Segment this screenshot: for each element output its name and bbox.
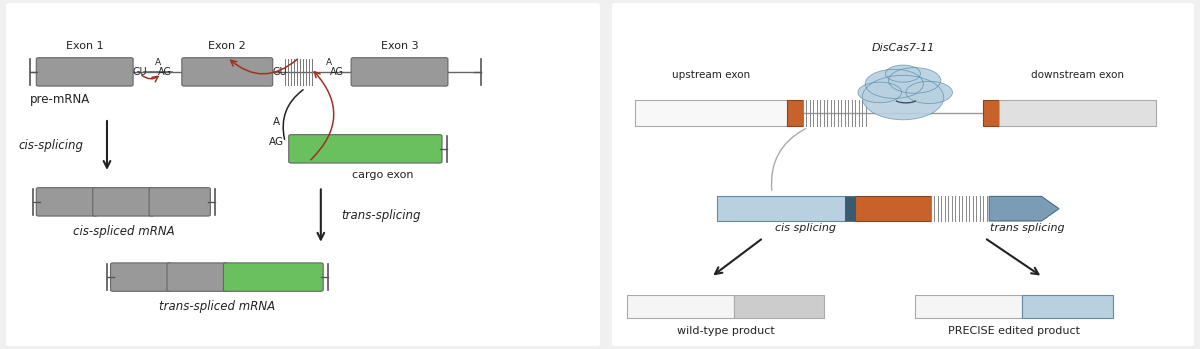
Ellipse shape	[888, 68, 941, 93]
FancyBboxPatch shape	[223, 263, 323, 291]
Bar	[1022, 295, 1112, 318]
Ellipse shape	[906, 81, 953, 104]
Bar	[914, 295, 1022, 318]
Text: Exon 1: Exon 1	[66, 40, 103, 51]
Bar	[787, 100, 803, 126]
Bar	[716, 196, 845, 221]
Text: trans-splicing: trans-splicing	[342, 209, 421, 222]
FancyBboxPatch shape	[92, 188, 154, 216]
Polygon shape	[989, 196, 1058, 221]
Text: A: A	[326, 58, 332, 67]
Bar	[845, 196, 856, 221]
Bar	[734, 295, 824, 318]
FancyBboxPatch shape	[182, 58, 272, 86]
Ellipse shape	[858, 82, 901, 103]
Text: AG: AG	[269, 137, 284, 147]
Text: cis-splicing: cis-splicing	[18, 139, 83, 152]
Text: cis splicing: cis splicing	[775, 223, 836, 233]
Text: AG: AG	[157, 67, 172, 77]
Text: GU: GU	[272, 67, 287, 77]
Bar	[983, 100, 1000, 126]
Text: Exon 2: Exon 2	[209, 40, 246, 51]
Text: cargo exon: cargo exon	[353, 170, 414, 180]
Text: A: A	[155, 58, 161, 67]
FancyBboxPatch shape	[289, 135, 442, 163]
FancyBboxPatch shape	[36, 58, 133, 86]
FancyBboxPatch shape	[167, 263, 228, 291]
Text: cis-spliced mRNA: cis-spliced mRNA	[72, 225, 174, 238]
Text: AG: AG	[330, 67, 344, 77]
Text: DisCas7-11: DisCas7-11	[871, 43, 935, 53]
Text: upstream exon: upstream exon	[672, 69, 750, 80]
Text: GU: GU	[132, 67, 148, 77]
FancyBboxPatch shape	[352, 58, 448, 86]
FancyBboxPatch shape	[36, 188, 97, 216]
Text: downstream exon: downstream exon	[1031, 69, 1124, 80]
FancyBboxPatch shape	[610, 2, 1196, 347]
FancyBboxPatch shape	[4, 2, 602, 347]
Ellipse shape	[865, 69, 923, 98]
Text: pre-mRNA: pre-mRNA	[30, 93, 90, 106]
Bar	[635, 100, 787, 126]
FancyBboxPatch shape	[149, 188, 210, 216]
Ellipse shape	[863, 75, 943, 120]
Text: trans splicing: trans splicing	[990, 223, 1064, 233]
Text: trans-spliced mRNA: trans-spliced mRNA	[158, 300, 275, 313]
Bar	[626, 295, 734, 318]
Ellipse shape	[886, 65, 920, 82]
FancyBboxPatch shape	[110, 263, 172, 291]
Text: PRECISE edited product: PRECISE edited product	[948, 326, 1080, 336]
Bar	[856, 196, 931, 221]
Bar	[1000, 100, 1156, 126]
Text: wild-type product: wild-type product	[677, 326, 774, 336]
Text: A: A	[272, 117, 280, 127]
Text: Exon 3: Exon 3	[380, 40, 419, 51]
